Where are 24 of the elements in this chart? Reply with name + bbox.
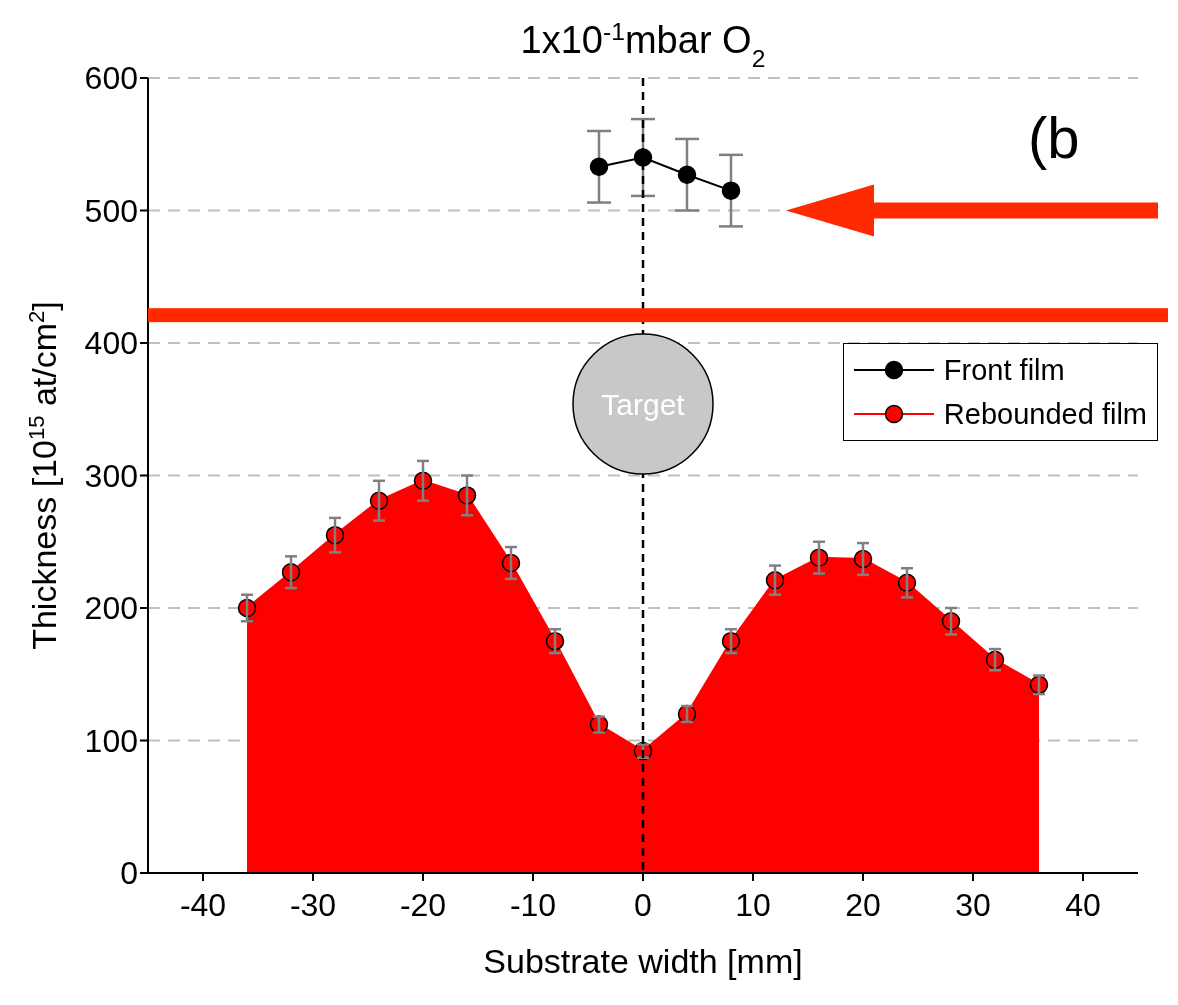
x-tick-label: -30 bbox=[289, 886, 337, 923]
y-tick-label: 300 bbox=[84, 457, 138, 494]
y-tick-label: 0 bbox=[120, 855, 138, 892]
x-axis-title: Substrate width [mm] bbox=[483, 942, 803, 980]
y-tick-label: 500 bbox=[84, 192, 138, 229]
legend-label: Front film bbox=[943, 353, 1065, 387]
point bbox=[721, 181, 741, 200]
y-tick-label: 400 bbox=[84, 325, 138, 362]
y-tick-label: 600 bbox=[84, 60, 138, 97]
legend-label: Rebounded film bbox=[943, 397, 1147, 431]
x-tick-label: 20 bbox=[845, 886, 881, 923]
point bbox=[677, 165, 697, 184]
x-tick-label: 10 bbox=[735, 886, 771, 923]
x-tick-label: -10 bbox=[509, 886, 557, 923]
x-tick-label: -40 bbox=[179, 886, 227, 923]
annotation: (b bbox=[1028, 105, 1080, 170]
chart-title: 1x10$^{-1}$mbar O$_{2}$ bbox=[520, 17, 766, 72]
y-tick-label: 200 bbox=[84, 590, 138, 627]
x-tick-label: -20 bbox=[399, 886, 447, 923]
point bbox=[589, 157, 609, 177]
x-tick-label: 40 bbox=[1065, 886, 1101, 923]
x-tick-label: 30 bbox=[955, 886, 991, 923]
x-tick-label: 0 bbox=[634, 886, 652, 923]
y-tick-label: 100 bbox=[84, 722, 138, 759]
